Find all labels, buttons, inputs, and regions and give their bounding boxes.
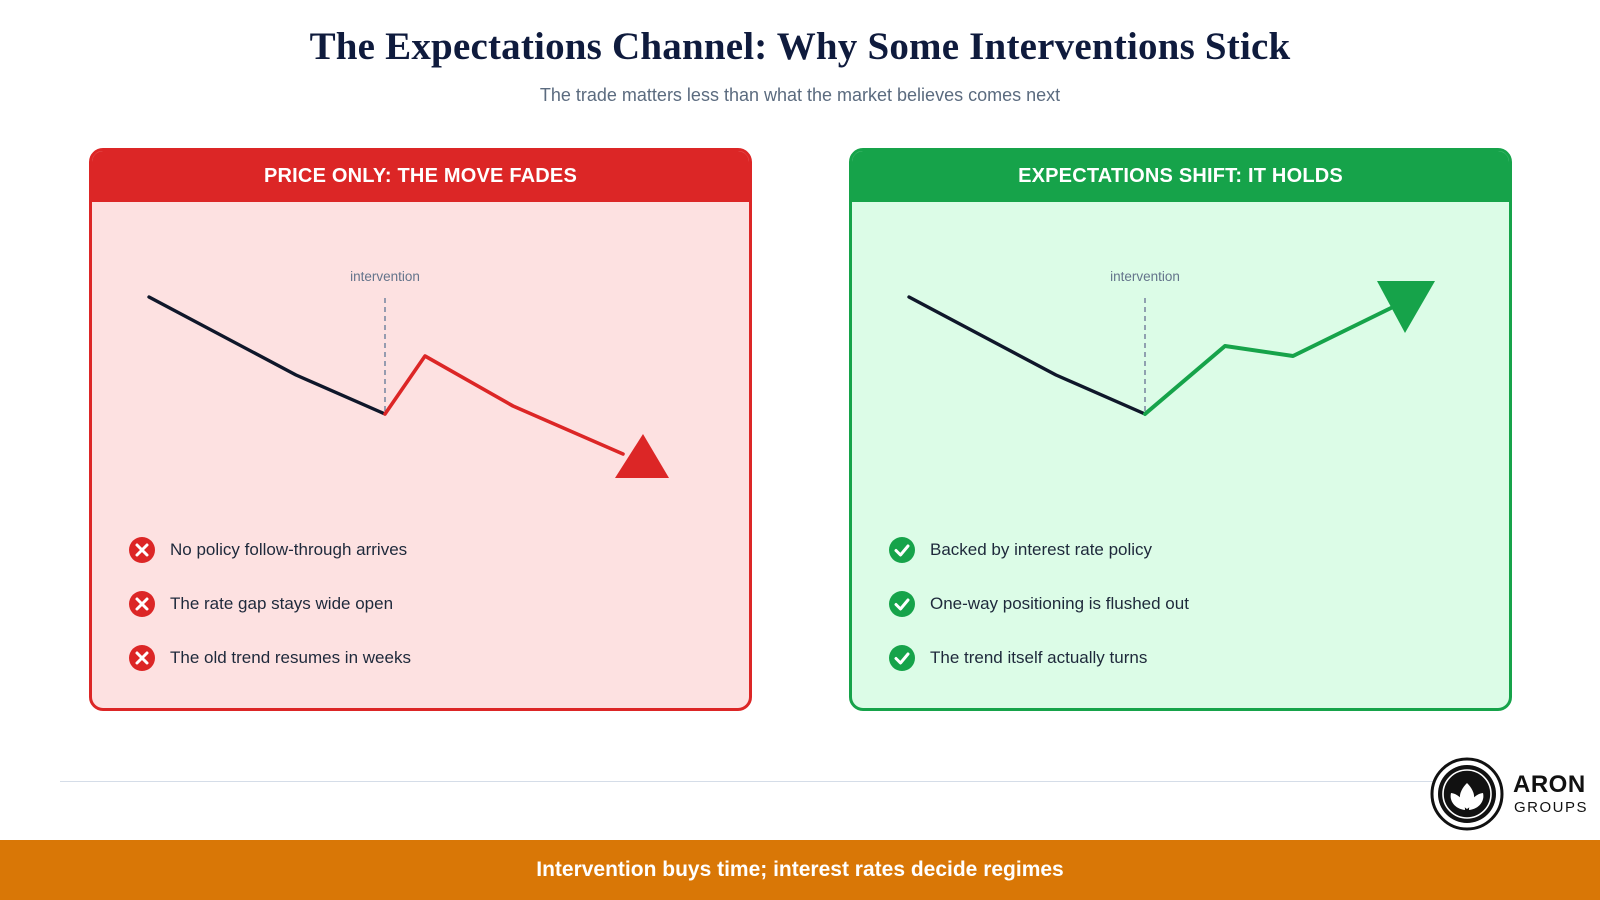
down-arrow-head [615,434,669,478]
check-circle-icon [889,537,915,563]
panel-header: EXPECTATIONS SHIFT: IT HOLDS [852,151,1509,202]
hold-chart: intervention [907,269,1435,416]
list-item-text: One-way positioning is flushed out [930,594,1189,613]
footer-banner: Intervention buys time; interest rates d… [0,840,1600,900]
list-item: The rate gap stays wide open [128,577,411,631]
x-circle-icon [129,537,155,563]
intervention-label: intervention [1110,269,1180,284]
page-subtitle: The trade matters less than what the mar… [539,85,1061,105]
x-circle-icon [129,591,155,617]
hold-reasons-list: Backed by interest rate policy One-way p… [888,523,1189,685]
list-item-text: No policy follow-through arrives [170,540,408,559]
price-only-panel: PRICE ONLY: THE MOVE FADES intervention … [89,148,752,711]
list-item: No policy follow-through arrives [128,523,411,577]
logo-subtext: GROUPS [1514,799,1589,816]
footer-text: Intervention buys time; interest rates d… [536,858,1064,881]
list-item-text: Backed by interest rate policy [930,540,1153,559]
page-title: The Expectations Channel: Why Some Inter… [309,25,1291,68]
hold-path-line [1143,305,1395,416]
up-arrow-head [1377,281,1435,333]
x-circle-icon [129,645,155,671]
list-item: One-way positioning is flushed out [888,577,1189,631]
list-item-text: The old trend resumes in weeks [170,648,411,667]
divider [60,781,1460,782]
list-item-text: The trend itself actually turns [930,648,1148,667]
intervention-label: intervention [350,269,420,284]
list-item: Backed by interest rate policy [888,523,1189,577]
list-item: The old trend resumes in weeks [128,631,411,685]
prior-trend-line [907,295,1147,416]
aron-logo-icon [1430,757,1504,831]
check-circle-icon [889,645,915,671]
fade-reasons-list: No policy follow-through arrives The rat… [128,523,411,685]
logo-wordmark: ARON [1513,771,1586,798]
prior-trend-line [147,295,387,416]
fade-path-line [383,354,625,456]
expectations-shift-panel: EXPECTATIONS SHIFT: IT HOLDS interventio… [849,148,1512,711]
fade-chart: intervention [147,269,669,478]
check-circle-icon [889,591,915,617]
list-item-text: The rate gap stays wide open [170,594,394,613]
list-item: The trend itself actually turns [888,631,1189,685]
panel-header: PRICE ONLY: THE MOVE FADES [92,151,749,202]
